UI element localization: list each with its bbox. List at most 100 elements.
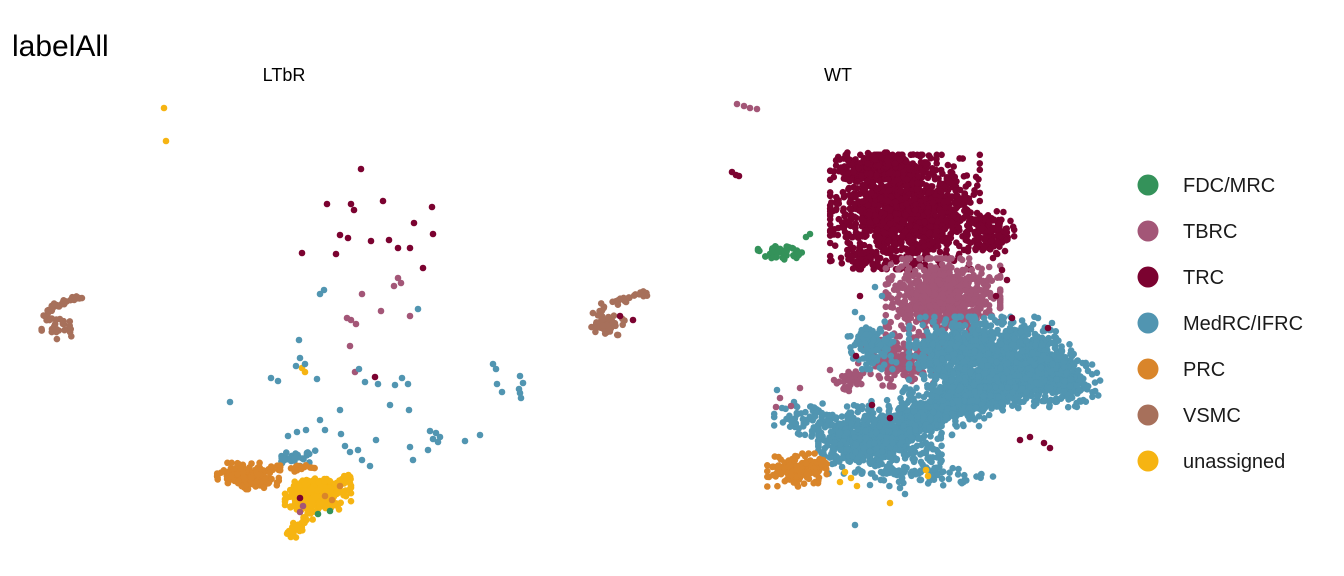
point-fdc-mrc xyxy=(806,230,814,238)
point-trc xyxy=(629,316,637,324)
point-unassigned xyxy=(308,486,316,493)
point-medrc-ifrc xyxy=(311,447,319,455)
point-prc xyxy=(311,464,318,472)
point-medrc-ifrc xyxy=(927,433,934,440)
point-medrc-ifrc xyxy=(434,438,442,446)
point-trc xyxy=(909,248,916,256)
point-trc xyxy=(828,199,835,206)
point-vsmc xyxy=(40,312,47,319)
point-trc xyxy=(847,206,854,213)
point-medrc-ifrc xyxy=(843,403,851,410)
point-trc xyxy=(873,248,880,256)
point-trc xyxy=(974,182,981,189)
point-medrc-ifrc xyxy=(296,354,304,362)
point-trc xyxy=(406,244,414,252)
point-trc xyxy=(379,197,387,205)
point-trc xyxy=(826,239,834,247)
point-vsmc xyxy=(48,306,56,314)
point-tbrc xyxy=(858,380,865,388)
point-tbrc xyxy=(957,282,964,290)
point-medrc-ifrc xyxy=(519,379,527,387)
point-trc xyxy=(862,227,870,234)
point-tbrc xyxy=(978,270,985,277)
point-trc xyxy=(856,207,864,214)
point-vsmc xyxy=(600,303,608,311)
point-tbrc xyxy=(971,296,978,303)
point-unassigned xyxy=(162,137,170,145)
point-medrc-ifrc xyxy=(291,454,298,462)
point-unassigned xyxy=(308,502,316,510)
point-trc xyxy=(972,246,979,254)
point-trc xyxy=(949,171,956,179)
point-vsmc xyxy=(614,301,622,309)
point-tbrc xyxy=(944,309,952,317)
point-trc xyxy=(385,236,393,244)
point-prc xyxy=(256,459,263,467)
point-trc xyxy=(899,220,906,227)
point-trc xyxy=(826,192,834,200)
point-trc xyxy=(945,178,953,185)
point-trc xyxy=(955,224,963,231)
point-vsmc xyxy=(609,298,616,306)
point-medrc-ifrc xyxy=(424,446,432,454)
point-trc xyxy=(826,221,834,228)
point-trc xyxy=(852,224,859,232)
point-trc xyxy=(1001,247,1009,255)
point-tbrc xyxy=(352,320,360,328)
point-unassigned xyxy=(335,506,343,513)
point-vsmc xyxy=(609,319,616,327)
point-tbrc xyxy=(949,297,956,304)
point-trc xyxy=(948,219,955,226)
point-trc xyxy=(871,155,879,163)
point-tbrc xyxy=(885,275,892,282)
point-medrc-ifrc xyxy=(1064,403,1072,411)
point-trc xyxy=(1009,223,1017,231)
point-medrc-ifrc xyxy=(361,378,369,386)
point-trc xyxy=(987,246,994,253)
point-vsmc xyxy=(38,325,45,333)
point-trc xyxy=(868,189,875,197)
point-medrc-ifrc xyxy=(492,365,500,373)
point-trc xyxy=(964,248,972,255)
point-unassigned xyxy=(312,493,319,501)
point-trc xyxy=(903,176,911,183)
point-trc xyxy=(924,208,931,216)
point-trc xyxy=(987,237,995,245)
point-fdc-mrc xyxy=(326,507,334,515)
point-trc xyxy=(863,155,870,162)
point-trc xyxy=(844,149,851,156)
point-trc xyxy=(954,198,961,206)
point-trc xyxy=(844,157,852,164)
point-vsmc xyxy=(66,322,73,330)
point-tbrc xyxy=(955,293,962,301)
point-trc xyxy=(909,151,917,158)
point-tbrc xyxy=(898,255,906,263)
point-tbrc xyxy=(907,280,914,287)
point-trc xyxy=(927,223,934,230)
point-trc xyxy=(866,219,874,226)
point-tbrc xyxy=(346,342,354,350)
point-trc xyxy=(881,246,889,253)
point-vsmc xyxy=(599,322,607,329)
point-trc xyxy=(865,211,873,218)
point-tbrc xyxy=(934,277,942,284)
chart-title: labelAll xyxy=(12,30,109,63)
point-trc xyxy=(914,172,922,180)
point-unassigned xyxy=(301,368,309,376)
point-trc xyxy=(835,200,843,207)
point-tbrc xyxy=(959,266,966,274)
facet-label-ltbr: LTbR xyxy=(263,65,306,85)
point-medrc-ifrc xyxy=(406,443,414,451)
point-trc xyxy=(970,191,978,198)
point-trc xyxy=(837,254,845,262)
point-trc xyxy=(934,238,942,246)
point-trc xyxy=(989,224,997,232)
point-tbrc xyxy=(746,104,754,112)
point-trc xyxy=(826,227,834,234)
point-trc xyxy=(881,149,889,156)
point-medrc-ifrc xyxy=(301,360,309,368)
point-tbrc xyxy=(965,260,973,267)
point-trc xyxy=(371,373,379,381)
point-trc xyxy=(950,212,957,219)
point-tbrc xyxy=(838,372,846,380)
